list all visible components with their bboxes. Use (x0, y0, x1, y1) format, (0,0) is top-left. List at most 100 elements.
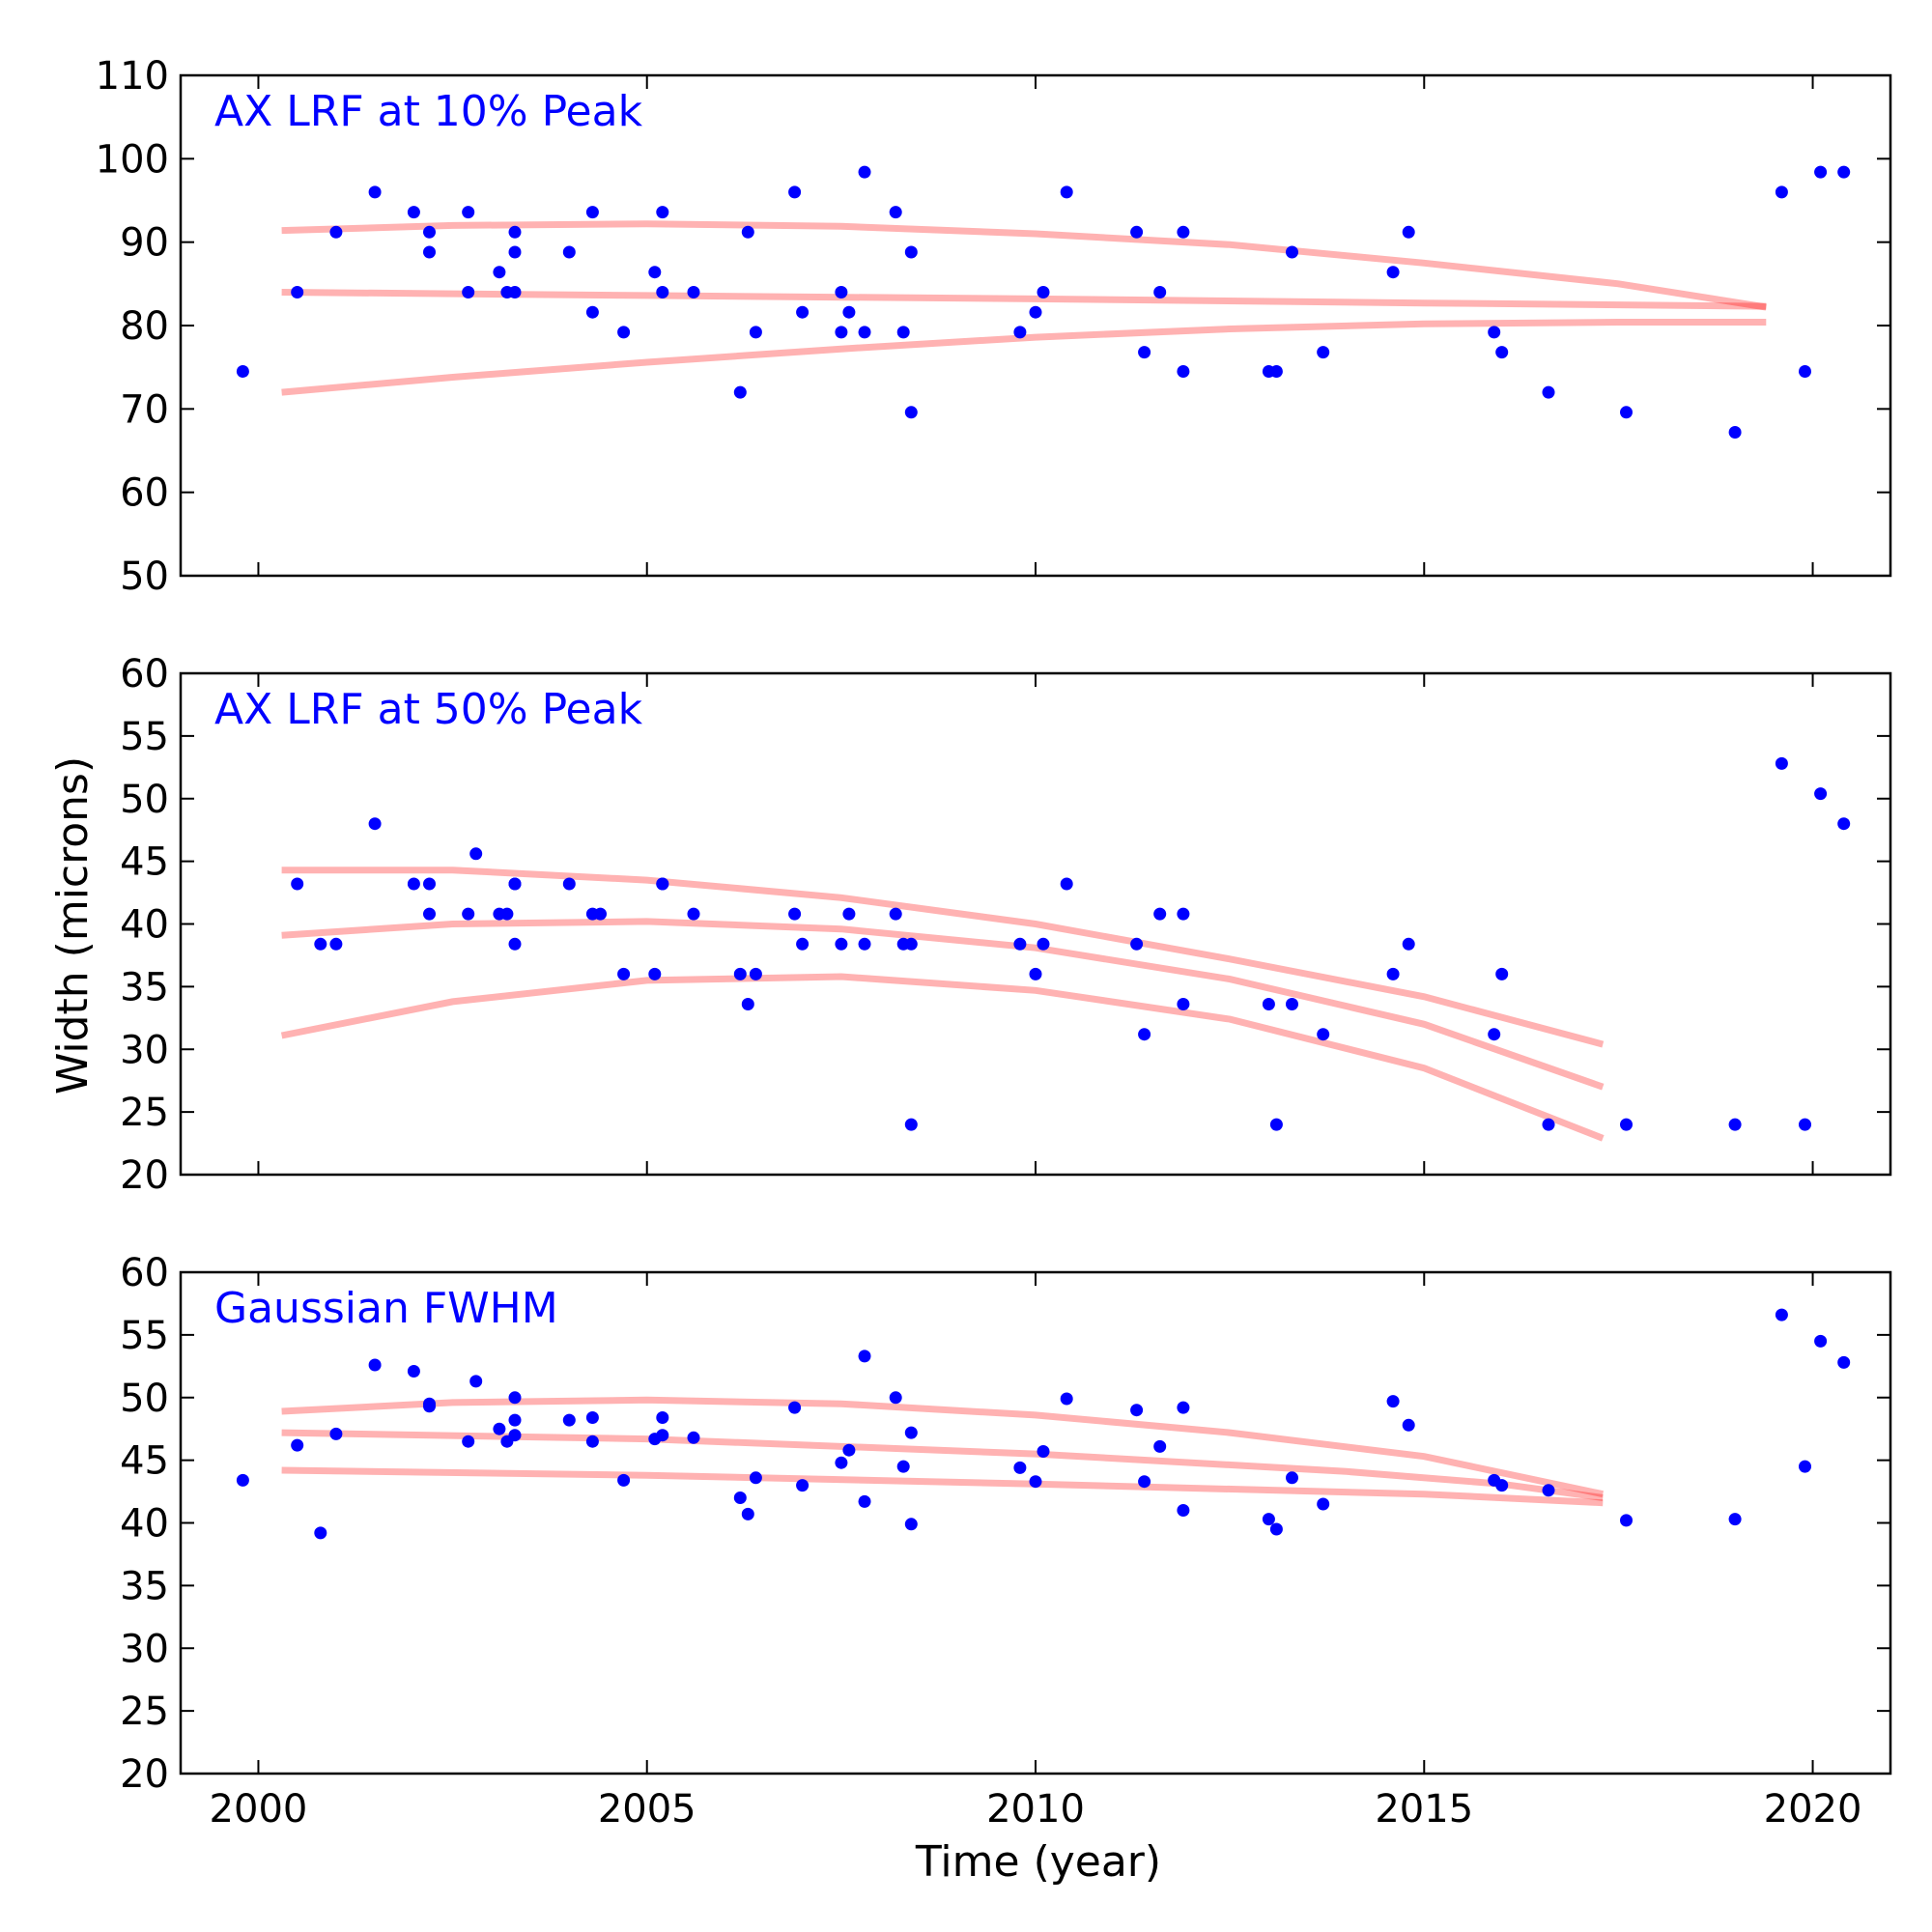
data-point (796, 305, 810, 319)
data-point (1130, 225, 1144, 239)
data-point (291, 877, 304, 891)
data-point (368, 817, 382, 831)
data-point (1402, 1418, 1415, 1432)
data-point (835, 1456, 848, 1469)
data-point (562, 877, 576, 891)
data-point (469, 1375, 483, 1388)
data-point (585, 1435, 599, 1448)
data-point (904, 1518, 918, 1531)
data-point (889, 206, 902, 219)
data-point (1060, 1392, 1073, 1406)
panel-50-percent-peak: 20 25 30 35 40 45 50 55 60 AX LRF at 50% Peak (120, 652, 1892, 1198)
x-tick-label: 2000 (210, 1787, 308, 1832)
data-point (1620, 406, 1633, 419)
data-point (1060, 185, 1073, 199)
data-point (1837, 817, 1851, 831)
data-point (889, 1391, 902, 1405)
data-point (462, 286, 475, 298)
data-point (617, 967, 631, 980)
y-tick-label: 60 (120, 471, 169, 516)
data-point (656, 206, 669, 219)
data-point (1153, 1439, 1167, 1453)
data-point (1799, 365, 1811, 378)
data-point (368, 1358, 382, 1372)
data-point (1542, 1118, 1555, 1131)
data-point (858, 937, 871, 951)
fit-line-3 (280, 973, 1605, 1142)
data-point (656, 877, 669, 891)
data-point (508, 1429, 522, 1442)
data-point (835, 326, 848, 339)
data-point (687, 286, 700, 298)
y-tick-label: 110 (96, 54, 169, 99)
fit-line-2 (281, 289, 1767, 310)
data-point (1386, 266, 1400, 279)
data-point (858, 326, 871, 339)
data-point (562, 1413, 576, 1427)
data-point (1138, 1475, 1151, 1489)
y-tick-label: 30 (120, 1627, 169, 1671)
data-point (1386, 1395, 1400, 1408)
y-tick-label: 90 (120, 221, 169, 266)
data-point (1386, 967, 1400, 980)
data-point (469, 847, 483, 861)
data-point (788, 1401, 802, 1414)
data-point (1013, 937, 1027, 951)
data-point (648, 266, 662, 279)
data-point (896, 326, 910, 339)
data-point (1542, 385, 1555, 399)
data-point (733, 385, 747, 399)
data-point (1269, 1118, 1283, 1131)
data-point (1488, 326, 1501, 339)
data-point (656, 1429, 669, 1442)
data-point (508, 937, 522, 951)
data-point (648, 967, 662, 980)
data-point (1495, 346, 1509, 359)
data-point (329, 937, 343, 951)
y-tick-label: 55 (120, 1314, 169, 1358)
data-point (1269, 365, 1283, 378)
data-point (904, 1118, 918, 1131)
fit-line-1 (281, 867, 1605, 1048)
data-point (508, 286, 522, 298)
data-point (1029, 967, 1042, 980)
data-point (788, 185, 802, 199)
data-point (585, 305, 599, 319)
data-point (1317, 346, 1330, 359)
data-point (741, 225, 754, 239)
data-point (291, 1438, 304, 1452)
data-point (1837, 165, 1851, 179)
data-point (423, 225, 436, 239)
data-point (493, 1422, 506, 1435)
data-point (733, 1492, 747, 1504)
data-point (1130, 1404, 1144, 1417)
data-point (1262, 998, 1275, 1010)
y-tick-label: 60 (120, 652, 169, 696)
data-point (687, 907, 700, 921)
data-point (508, 245, 522, 259)
data-point (508, 225, 522, 239)
data-point (1286, 998, 1298, 1010)
data-point (656, 1411, 669, 1424)
data-point (1037, 286, 1050, 298)
data-point (796, 937, 810, 951)
data-point (314, 937, 327, 951)
data-point (1060, 877, 1073, 891)
data-point (1728, 1513, 1742, 1526)
data-point (508, 1391, 522, 1405)
fit-line-2 (281, 1429, 1604, 1501)
y-tick-label: 45 (120, 1439, 169, 1484)
data-point (423, 245, 436, 259)
data-point (749, 967, 762, 980)
y-tick-label: 45 (120, 840, 169, 885)
data-point (1402, 937, 1415, 951)
x-axis-label: Time (year) (915, 1837, 1161, 1887)
data-point (500, 907, 514, 921)
data-point (329, 225, 343, 239)
x-tick-label: 2005 (598, 1787, 696, 1832)
data-point (1495, 967, 1509, 980)
data-point (896, 1460, 910, 1473)
data-point (1153, 286, 1167, 298)
data-point (462, 1435, 475, 1448)
data-point (1177, 225, 1190, 239)
